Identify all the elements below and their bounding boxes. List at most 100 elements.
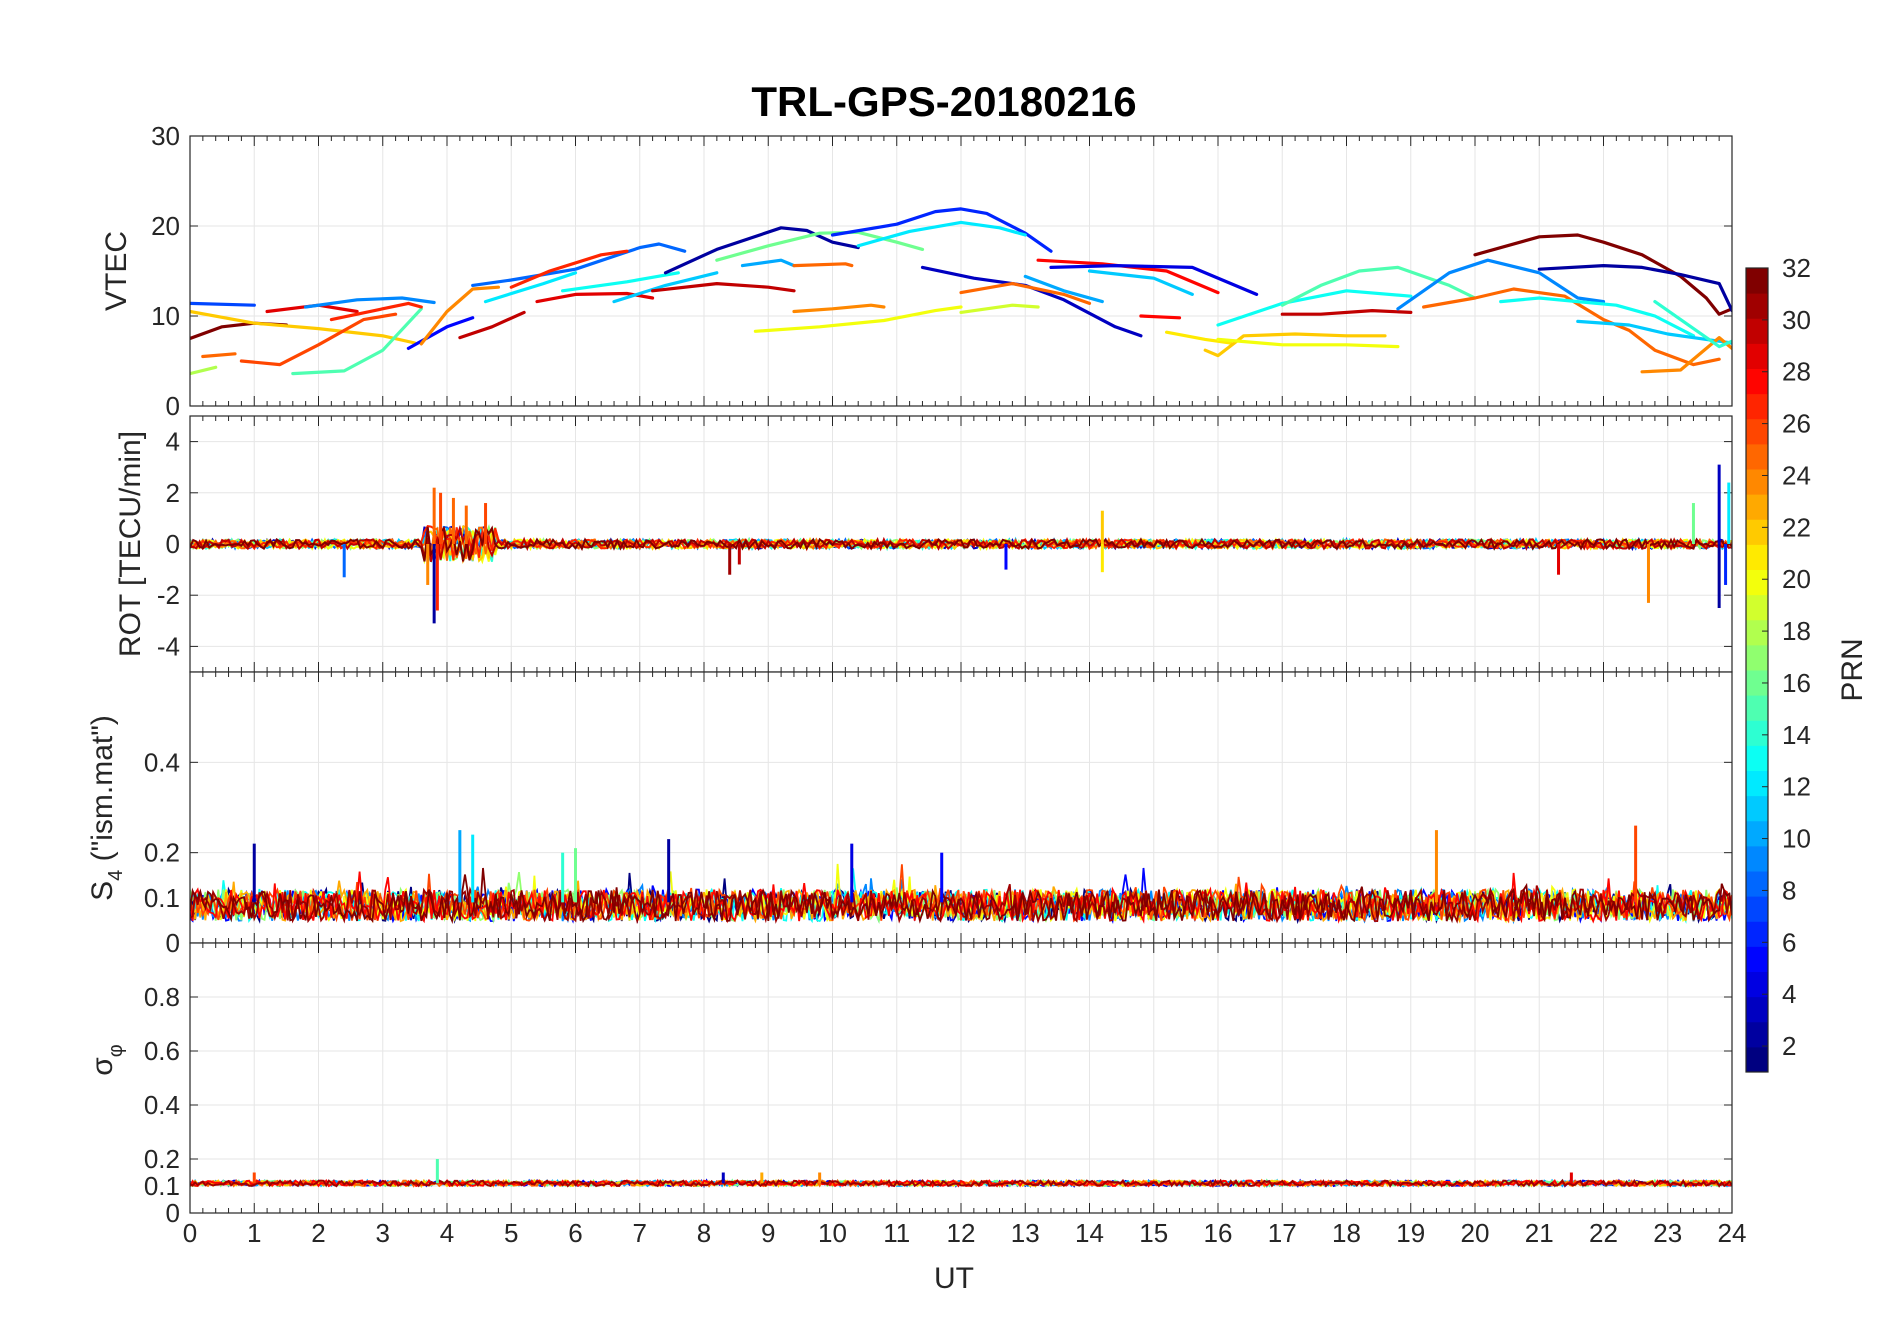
vtec-track-prn-11 xyxy=(612,271,719,304)
colorbar-swatch xyxy=(1746,393,1768,420)
vtec-track-prn-15 xyxy=(291,307,423,376)
x-tick-label: 13 xyxy=(1011,1218,1040,1248)
vtec-track-prn-30 xyxy=(650,282,796,293)
y-tick-label: 0.1 xyxy=(144,1171,180,1201)
x-tick-label: 23 xyxy=(1653,1218,1682,1248)
colorbar-tick-label: 2 xyxy=(1782,1031,1796,1061)
colorbar-swatch xyxy=(1746,670,1768,696)
y-tick-label: 0 xyxy=(166,1198,180,1228)
x-tick-label: 19 xyxy=(1396,1218,1425,1248)
vtec-track-prn-25 xyxy=(1421,287,1721,367)
colorbar-swatch xyxy=(1746,845,1768,872)
vtec-track-prn-32 xyxy=(1473,233,1732,316)
colorbar-tick-label: 18 xyxy=(1782,616,1811,646)
x-tick-label: 11 xyxy=(883,1218,910,1248)
colorbar-swatch xyxy=(1746,644,1768,671)
y-tick-label: -2 xyxy=(157,580,180,610)
y-tick-label: 0 xyxy=(166,928,180,958)
vtec-track-prn-7 xyxy=(190,301,256,307)
colorbar-swatch xyxy=(1746,494,1768,520)
x-tick-label: 18 xyxy=(1332,1218,1361,1248)
y-axis-label-rest: ("ism.mat") xyxy=(86,715,119,870)
colorbar-swatch xyxy=(1746,318,1768,344)
y-axis-label-main: S xyxy=(86,881,119,901)
colorbar-swatch xyxy=(1746,795,1768,822)
colorbar-swatch xyxy=(1746,946,1768,972)
rot-trace-prn-30 xyxy=(190,524,1732,563)
colorbar-swatch xyxy=(1746,896,1768,922)
y-tick-label: 0 xyxy=(166,391,180,421)
y-axis-label-sigma: σφ xyxy=(86,1044,127,1076)
y-axis-label-main: σ xyxy=(86,1057,119,1076)
x-tick-label: 8 xyxy=(697,1218,711,1248)
vtec-track-prn-18 xyxy=(190,365,218,376)
panel-vtec: 0 10 20 30 VTEC xyxy=(100,121,1733,421)
vtec-track-prn-21 xyxy=(1164,330,1233,345)
vtec-track-prn-22 xyxy=(1203,332,1387,358)
rot-trace-prn-32 xyxy=(190,525,1732,562)
vtec-track-prn-10 xyxy=(1023,274,1104,304)
vtec-track-prn-10 xyxy=(740,258,796,268)
colorbar-swatch xyxy=(1746,619,1768,646)
colorbar-swatch xyxy=(1746,745,1768,771)
colorbar-swatch xyxy=(1746,1046,1768,1073)
y-axis-label-sub: φ xyxy=(105,1044,127,1057)
x-tick-label: 14 xyxy=(1075,1218,1104,1248)
colorbar-tick-label: 24 xyxy=(1782,460,1811,490)
s4-trace-prn-23 xyxy=(190,880,1732,924)
y-tick-label: 20 xyxy=(151,211,180,241)
x-tick-label: 6 xyxy=(568,1218,582,1248)
vtec-track-prn-19 xyxy=(959,303,1040,314)
x-tick-label: 3 xyxy=(376,1218,390,1248)
vtec-track-prn-30 xyxy=(458,310,526,340)
y-tick-label: 10 xyxy=(151,301,180,331)
y-tick-label: 0.6 xyxy=(144,1036,180,1066)
colorbar-swatch xyxy=(1746,720,1768,746)
y-tick-label: 0.8 xyxy=(144,982,180,1012)
y-tick-label: 0.4 xyxy=(144,747,180,777)
vtec-track-prn-12 xyxy=(483,271,578,304)
vtec-track-prn-24 xyxy=(419,285,500,346)
y-tick-label: -4 xyxy=(157,631,180,661)
chart-title: TRL-GPS-20180216 xyxy=(751,78,1136,125)
x-tick-label: 22 xyxy=(1589,1218,1618,1248)
y-tick-label: 30 xyxy=(151,121,180,151)
colorbar-tick-label: 30 xyxy=(1782,305,1811,335)
y-tick-label: 0.2 xyxy=(144,838,180,868)
s4-trace-prn-31 xyxy=(190,883,1732,925)
x-tick-label: 0 xyxy=(183,1218,197,1248)
vtec-track-prn-3 xyxy=(920,265,1143,338)
panel-sigma: 00.10.2 0.4 0.6 0.8 σφ xyxy=(86,942,1733,1228)
colorbar-tick-label: 12 xyxy=(1782,772,1811,802)
vtec-track-prn-20 xyxy=(1216,337,1400,349)
series-group xyxy=(190,1159,1732,1189)
x-tick-label: 16 xyxy=(1204,1218,1233,1248)
vtec-track-prn-2 xyxy=(1537,264,1732,313)
x-tick-label: 17 xyxy=(1268,1218,1297,1248)
colorbar-swatch xyxy=(1746,695,1768,721)
colorbar-swatch xyxy=(1746,996,1768,1023)
vtec-track-prn-11 xyxy=(1087,269,1194,296)
x-tick-label: 24 xyxy=(1718,1218,1747,1248)
colorbar-swatch xyxy=(1746,1021,1768,1048)
x-tick-label: 9 xyxy=(761,1218,775,1248)
series-group xyxy=(190,825,1732,925)
series-group xyxy=(190,207,1732,376)
vtec-track-prn-14 xyxy=(1653,300,1732,349)
x-tick-label: 7 xyxy=(633,1218,647,1248)
colorbar-swatch xyxy=(1746,569,1768,596)
vtec-track-prn-6 xyxy=(830,207,1053,253)
y-tick-label: 2 xyxy=(166,478,180,508)
vtec-track-prn-13 xyxy=(1216,289,1413,327)
vtec-track-prn-13 xyxy=(560,271,680,293)
x-tick-label: 20 xyxy=(1461,1218,1490,1248)
vtec-track-prn-13 xyxy=(1499,296,1696,338)
vtec-track-prn-25 xyxy=(201,352,237,359)
colorbar-tick-label: 4 xyxy=(1782,979,1796,1009)
colorbar-swatch xyxy=(1746,519,1768,545)
colorbar-swatch xyxy=(1746,293,1768,319)
x-tick-label: 5 xyxy=(504,1218,518,1248)
colorbar-swatch xyxy=(1746,820,1768,847)
vtec-track-prn-9 xyxy=(1396,258,1606,311)
colorbar-label: PRN xyxy=(1836,638,1869,701)
